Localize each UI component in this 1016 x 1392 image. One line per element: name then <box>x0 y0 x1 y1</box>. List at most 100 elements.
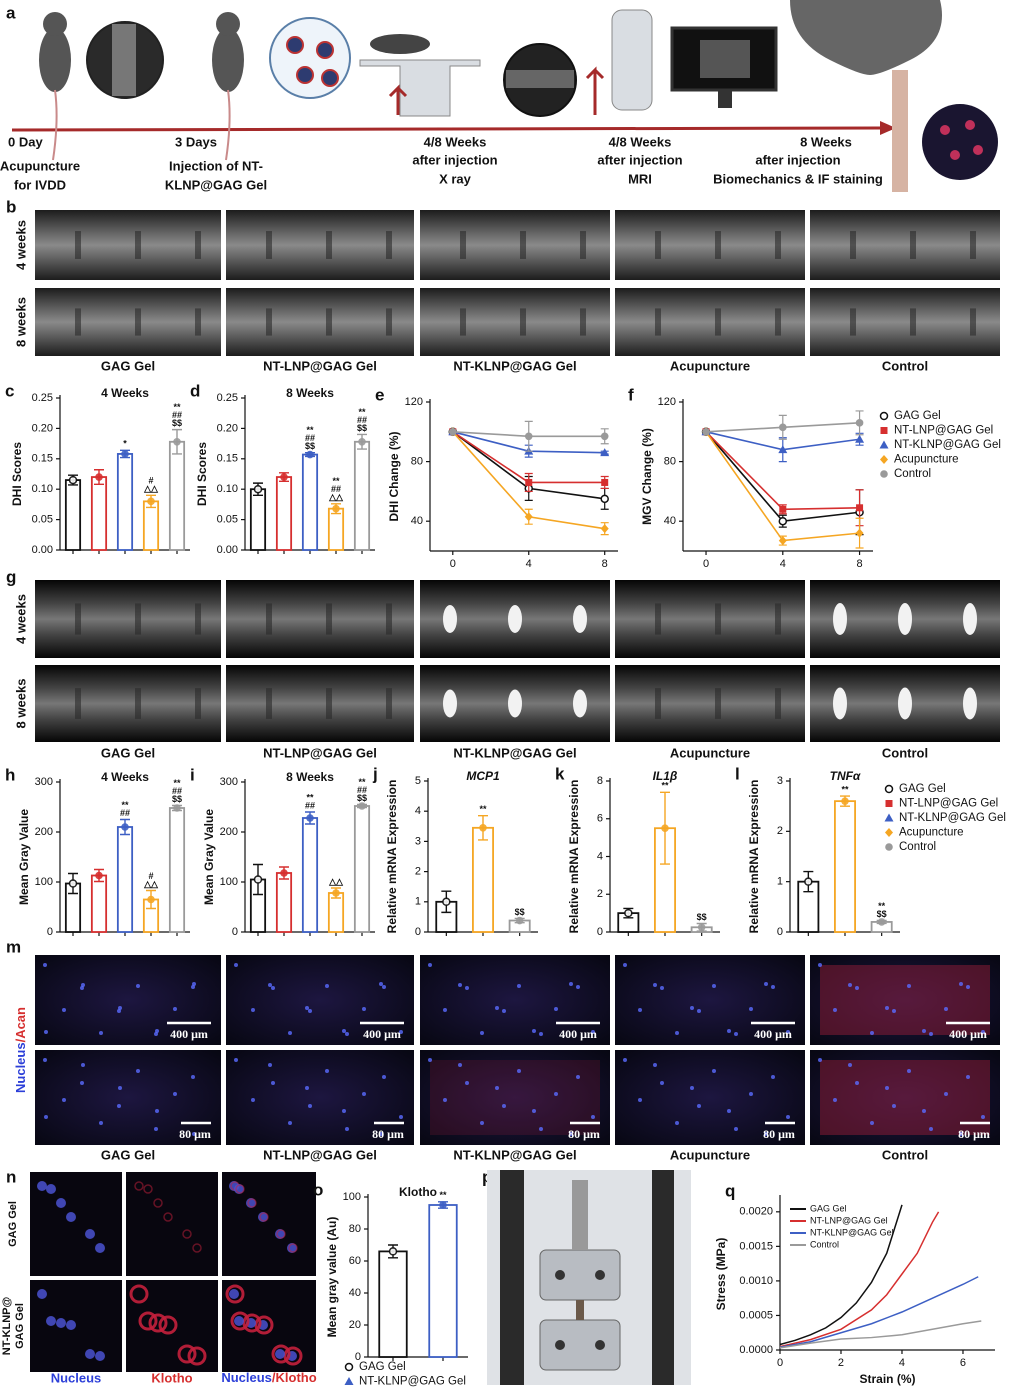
mouse-tail <box>52 89 58 161</box>
significance-label: $$ <box>357 423 367 433</box>
disc-space <box>135 688 141 719</box>
nucleus <box>929 1127 933 1131</box>
data-point-marker <box>121 450 129 458</box>
y-tick-label: 20 <box>349 1319 361 1331</box>
bolt <box>595 1270 605 1280</box>
significance-label: △△ <box>143 484 159 494</box>
scale-bar-label: 80 μm <box>179 1127 211 1141</box>
klotho <box>254 1315 274 1335</box>
nucleus <box>660 1081 664 1085</box>
y-tick-label: 0.20 <box>217 422 238 434</box>
klotho <box>288 1243 298 1253</box>
xray-band <box>112 24 136 96</box>
significance-label: $$ <box>515 907 525 917</box>
y-tick-label: 80 <box>349 1223 361 1235</box>
disc-space <box>266 603 272 635</box>
data-point-marker <box>147 497 155 506</box>
y-axis-label: Mean Gray Value <box>202 809 216 905</box>
y-tick-label: 120 <box>405 396 423 408</box>
group-label: Control <box>882 358 928 373</box>
step-time: 8 Weeks <box>800 134 852 149</box>
step-text: after injection <box>755 152 840 167</box>
nucleus <box>727 1109 731 1113</box>
significance-label: ** <box>173 778 181 788</box>
nucleus <box>99 1121 103 1125</box>
bar <box>64 479 82 551</box>
row-label: GAG Gel <box>7 1201 19 1247</box>
y-tick-label: 0 <box>355 1351 361 1363</box>
significance-label: # <box>148 476 153 486</box>
bar <box>116 453 134 551</box>
nucleus <box>697 1104 701 1108</box>
y-axis-label: Mean Gray Value <box>17 809 31 905</box>
disc-signal <box>508 605 522 633</box>
disc-space <box>386 231 392 259</box>
legend-label: NT-KLNP@GAG Gel <box>894 439 1001 451</box>
nucleus <box>66 1320 76 1330</box>
legend-marker <box>880 470 888 478</box>
data-point-marker <box>173 437 181 446</box>
nucleus <box>234 963 238 967</box>
disc-space <box>326 603 332 635</box>
arrow-up-2 <box>585 66 605 115</box>
point-marker <box>855 419 864 427</box>
disc-space <box>775 603 781 635</box>
image <box>35 580 221 658</box>
nucleus <box>712 984 716 988</box>
step-text: MRI <box>628 171 652 186</box>
nucleus <box>81 983 85 987</box>
panel-label: n <box>6 1167 16 1186</box>
scale-bar-label: 400 μm <box>170 1027 208 1041</box>
nucleus <box>44 1115 48 1119</box>
image <box>226 665 414 742</box>
y-tick-label: 80 <box>664 456 676 468</box>
significance-label: ** <box>121 800 129 810</box>
nucleus <box>727 1029 731 1033</box>
nucleus <box>749 1007 753 1011</box>
series-line <box>779 1320 982 1349</box>
xray-device <box>359 59 481 117</box>
disc-space <box>386 603 392 635</box>
significance-label: ## <box>357 415 367 425</box>
significance-label: ** <box>841 784 849 794</box>
legend-marker <box>879 411 889 421</box>
disc-space <box>715 308 721 336</box>
x-tick-label: 6 <box>960 1357 966 1369</box>
group-label: GAG Gel <box>101 358 155 373</box>
klotho <box>235 1184 245 1194</box>
nucleus <box>458 1063 462 1067</box>
y-tick-label: 0 <box>232 926 238 938</box>
nucleus <box>966 1075 970 1079</box>
nucleus <box>833 1098 837 1102</box>
disc-space <box>195 308 201 336</box>
point-marker <box>856 504 864 512</box>
legend-marker <box>884 813 894 822</box>
nucleus <box>554 1092 558 1096</box>
step-time: 3 Days <box>175 134 217 149</box>
significance-label: $$ <box>877 909 887 919</box>
y-tick-label: 300 <box>220 776 238 788</box>
y-axis-label: Stress (MPa) <box>714 1238 728 1311</box>
nucleus <box>833 1008 837 1012</box>
nucleus <box>382 985 386 989</box>
significance-label: ** <box>439 1190 447 1200</box>
nucleus <box>251 1098 255 1102</box>
significance-label: ** <box>306 792 314 802</box>
disc-space <box>775 308 781 336</box>
bar <box>168 807 186 933</box>
nucleus <box>288 1031 292 1035</box>
scale-bar-label: 80 μm <box>763 1127 795 1141</box>
nucleus <box>81 1063 85 1067</box>
monitor <box>670 26 778 92</box>
step-text: Biomechanics & IF staining <box>713 171 883 186</box>
data-point-marker <box>68 475 78 485</box>
panel-label: g <box>6 567 16 586</box>
nucleus <box>234 1316 244 1326</box>
stain-part: /Acan <box>13 1007 28 1042</box>
nucleus <box>771 1075 775 1079</box>
y-tick-label: 100 <box>343 1191 361 1203</box>
cell <box>965 120 975 130</box>
nucleus <box>848 1063 852 1067</box>
nucleus <box>155 1109 159 1113</box>
disc-signal <box>833 603 847 635</box>
